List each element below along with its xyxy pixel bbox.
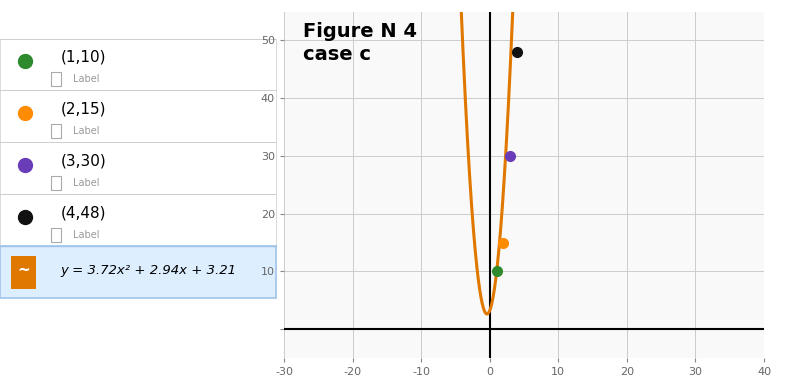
FancyBboxPatch shape	[0, 246, 276, 298]
Text: Label: Label	[73, 178, 100, 188]
Text: y = 3.72x² + 2.94x + 3.21: y = 3.72x² + 2.94x + 3.21	[61, 264, 237, 277]
FancyBboxPatch shape	[11, 256, 36, 289]
FancyBboxPatch shape	[0, 142, 276, 194]
FancyBboxPatch shape	[0, 90, 276, 142]
Text: Label: Label	[73, 126, 100, 136]
FancyBboxPatch shape	[51, 124, 61, 138]
FancyBboxPatch shape	[51, 176, 61, 190]
Text: (1,10): (1,10)	[61, 49, 106, 64]
Text: Label: Label	[73, 74, 100, 84]
Text: (3,30): (3,30)	[61, 153, 106, 168]
Text: Label: Label	[73, 230, 100, 240]
FancyBboxPatch shape	[0, 38, 276, 90]
Text: (4,48): (4,48)	[61, 205, 106, 220]
Text: Figure N 4
case c: Figure N 4 case c	[303, 22, 418, 64]
FancyBboxPatch shape	[51, 72, 61, 86]
Text: (2,15): (2,15)	[61, 101, 106, 116]
FancyBboxPatch shape	[0, 194, 276, 246]
Text: ~: ~	[17, 263, 30, 278]
FancyBboxPatch shape	[51, 228, 61, 242]
